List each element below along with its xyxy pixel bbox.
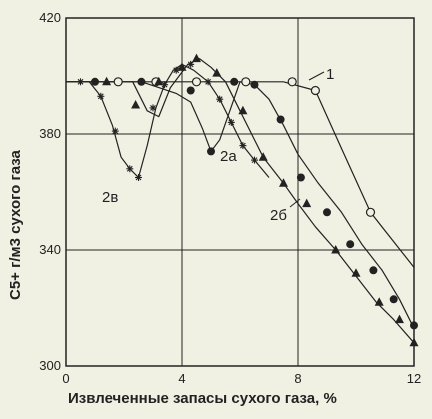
y-tick-label: 340 [39,242,61,257]
grid [66,18,414,366]
marker-open-circle [310,85,320,96]
marker-asterisk [77,78,84,86]
marker-triangle [212,68,222,77]
marker-triangle [177,62,187,71]
marker-filled-circle [369,266,378,275]
series-line-2 [66,57,415,344]
marker-filled-circle [91,77,99,86]
marker-triangle [331,245,341,254]
marker-open-circle [365,207,376,217]
marker-triangle [279,178,288,187]
marker-filled-circle [323,208,331,217]
y-tick-label: 420 [39,10,61,25]
marker-asterisk [204,78,212,86]
marker-filled-circle [410,321,418,330]
marker-filled-circle [137,77,146,86]
marker-triangle [374,297,384,306]
marker-asterisk [97,92,105,100]
marker-open-circle [191,77,202,87]
series-label-2b-leader [289,198,301,208]
x-tick-label: 8 [294,371,301,386]
x-tick-label: 12 [407,371,421,386]
marker-asterisk [126,165,134,173]
marker-filled-circle [389,295,398,304]
y-tick-label: 380 [39,126,61,141]
marker-asterisk [216,95,224,103]
marker-asterisk [161,81,169,89]
tick-labels: 0 4 8 12 300 340 380 420 [39,10,421,386]
marker-triangle [395,314,404,324]
marker-asterisk [227,118,235,126]
marker-filled-circle [230,77,239,86]
x-tick-label: 4 [178,371,185,386]
y-tick-label: 300 [39,358,61,373]
marker-asterisk [172,66,180,74]
series-label-1-leader [308,71,325,81]
marker-triangle [302,198,312,208]
marker-triangle [102,76,112,86]
x-tick-label: 0 [62,371,69,386]
series-labels: 1 2а 2б 2в [102,66,334,224]
marker-filled-circle [276,115,285,124]
marker-asterisk [111,127,119,135]
series-label-2v: 2в [102,189,118,206]
marker-filled-circle [186,86,195,95]
y-axis-title: C5+ г/м3 сухого газа [7,149,24,300]
marker-filled-circle [296,173,305,182]
marker-open-circle [241,77,251,87]
marker-triangle [351,268,361,277]
marker-triangle [131,100,141,109]
marker-asterisk [149,104,157,112]
marker-asterisk [135,174,142,181]
marker-layer [77,53,419,347]
marker-filled-circle [346,240,355,249]
marker-open-circle [113,77,123,87]
marker-asterisk [251,156,258,164]
marker-filled-circle [250,80,259,89]
marker-triangle [258,152,268,161]
marker-asterisk [187,60,195,68]
marker-asterisk [239,142,247,150]
series-label-2a: 2а [220,148,237,165]
plot-area [65,17,415,367]
series-label-2b: 2б [270,207,287,224]
marker-triangle [192,53,201,63]
series-label-1: 1 [326,66,334,83]
marker-open-circle [287,77,297,87]
marker-triangle [409,337,419,347]
x-axis-title: Извлеченные запасы сухого газа, % [68,390,337,407]
marker-triangle [238,105,248,115]
marker-filled-circle [207,147,215,156]
marker-triangle [154,76,164,86]
